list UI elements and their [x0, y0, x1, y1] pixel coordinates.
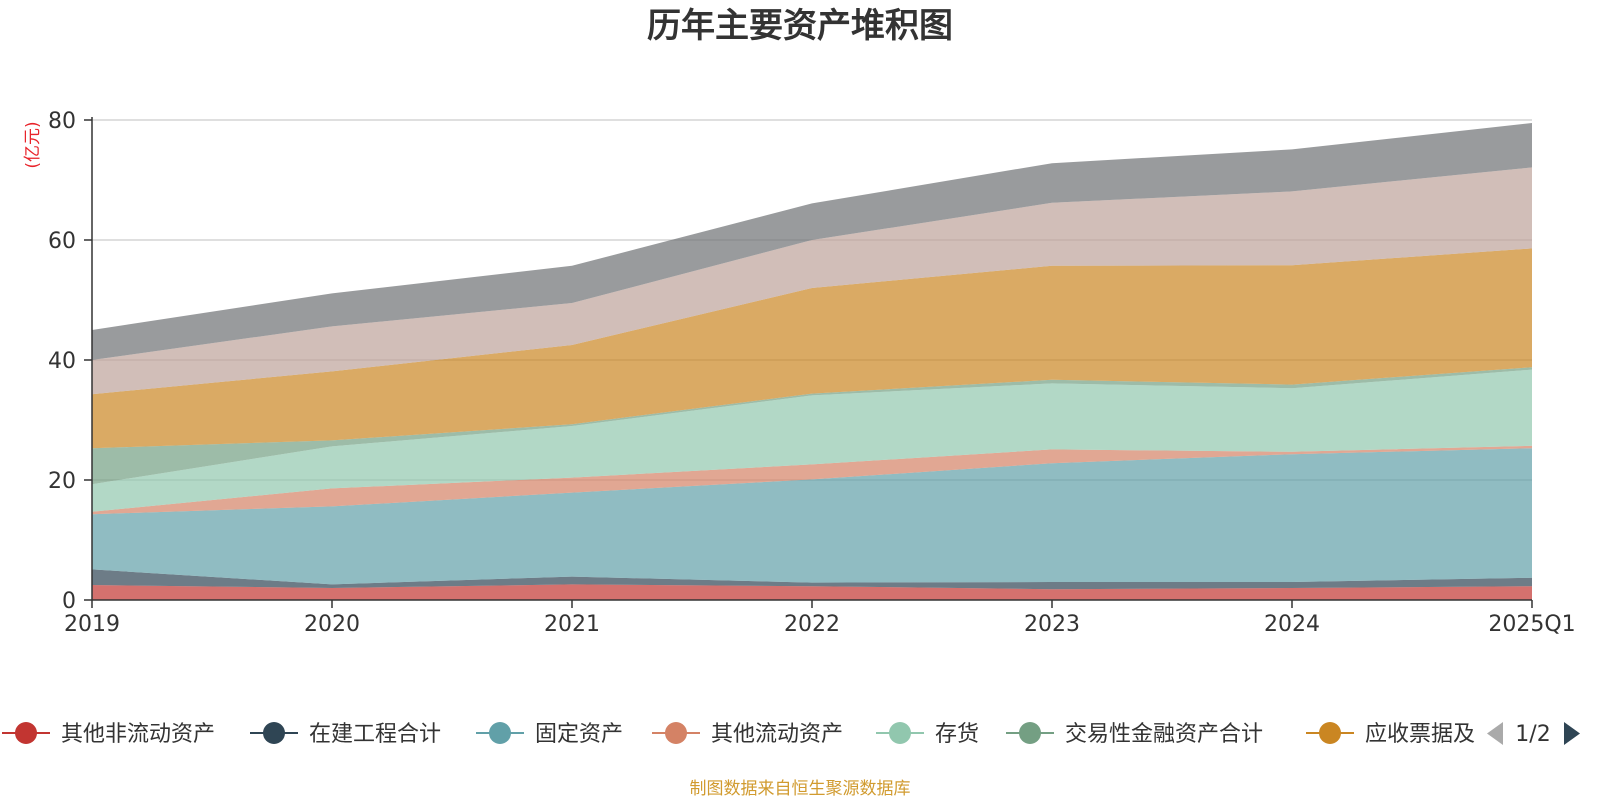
legend-item-6[interactable]: 交易性金融资产合计: [1006, 722, 1263, 747]
legend-label: 其他非流动资产: [61, 722, 215, 747]
area-series-1[interactable]: [92, 584, 1532, 600]
legend-item-4[interactable]: 其他流动资产: [652, 722, 843, 747]
legend-item-7[interactable]: 应收票据及: [1306, 722, 1475, 747]
y-tick-label-80: 80: [48, 109, 76, 134]
legend-marker-icon: [889, 722, 911, 744]
legend-marker-icon: [263, 722, 285, 744]
x-tick-label-2023: 2023: [1024, 612, 1080, 637]
legend-marker-icon: [665, 722, 687, 744]
y-tick-label-40: 40: [48, 349, 76, 374]
y-tick-label-60: 60: [48, 229, 76, 254]
legend-label: 其他流动资产: [711, 722, 843, 747]
area-series-6[interactable]: [92, 367, 1532, 485]
legend-label: 应收票据及: [1365, 722, 1475, 747]
legend-prev-page-icon[interactable]: [1487, 722, 1503, 745]
legend-marker-icon: [1019, 722, 1041, 744]
legend-item-2[interactable]: 在建工程合计: [250, 722, 441, 747]
x-tick-label-2025q1: 2025Q1: [1488, 612, 1575, 637]
source-note: 制图数据来自恒生聚源数据库: [690, 779, 911, 799]
area-series-9[interactable]: [92, 123, 1532, 360]
legend-label: 交易性金融资产合计: [1065, 722, 1263, 747]
area-series-3[interactable]: [92, 448, 1532, 585]
chart-title: 历年主要资产堆积图: [647, 6, 953, 46]
legend-next-page-icon[interactable]: [1564, 722, 1580, 745]
y-tick-label-0: 0: [62, 589, 76, 614]
legend-page-indicator: 1/2: [1515, 722, 1550, 747]
area-series-5[interactable]: [92, 369, 1532, 512]
x-tick-label-2024: 2024: [1264, 612, 1320, 637]
y-axis-unit-label: (亿元): [23, 121, 43, 168]
area-series-8[interactable]: [92, 167, 1532, 395]
y-tick-label-20: 20: [48, 469, 76, 494]
x-tick-label-2021: 2021: [544, 612, 600, 637]
legend[interactable]: 其他非流动资产 在建工程合计 固定资产 其他流动资产 存货 交易性金融资产合计 应收票据及: [2, 722, 1475, 747]
area-series-7[interactable]: [92, 248, 1532, 449]
area-series-2[interactable]: [92, 569, 1532, 590]
legend-item-1[interactable]: 其他非流动资产: [2, 722, 215, 747]
legend-marker-icon: [1319, 722, 1341, 744]
legend-label: 固定资产: [535, 722, 623, 747]
legend-label: 存货: [935, 722, 979, 747]
legend-marker-icon: [15, 722, 37, 744]
axes: 0 20 40 60 80 2019 2020 2021 2022 2023 2024 2025Q1: [48, 109, 1576, 637]
legend-label: 在建工程合计: [309, 722, 441, 747]
x-tick-label-2020: 2020: [304, 612, 360, 637]
legend-item-5[interactable]: 存货: [876, 722, 979, 747]
x-tick-label-2019: 2019: [64, 612, 120, 637]
legend-marker-icon: [489, 722, 511, 744]
legend-item-3[interactable]: 固定资产: [476, 722, 623, 747]
area-series-group: [92, 123, 1532, 600]
legend-pager[interactable]: 1/2: [1487, 722, 1580, 747]
area-series-4[interactable]: [92, 445, 1532, 515]
x-tick-label-2022: 2022: [784, 612, 840, 637]
